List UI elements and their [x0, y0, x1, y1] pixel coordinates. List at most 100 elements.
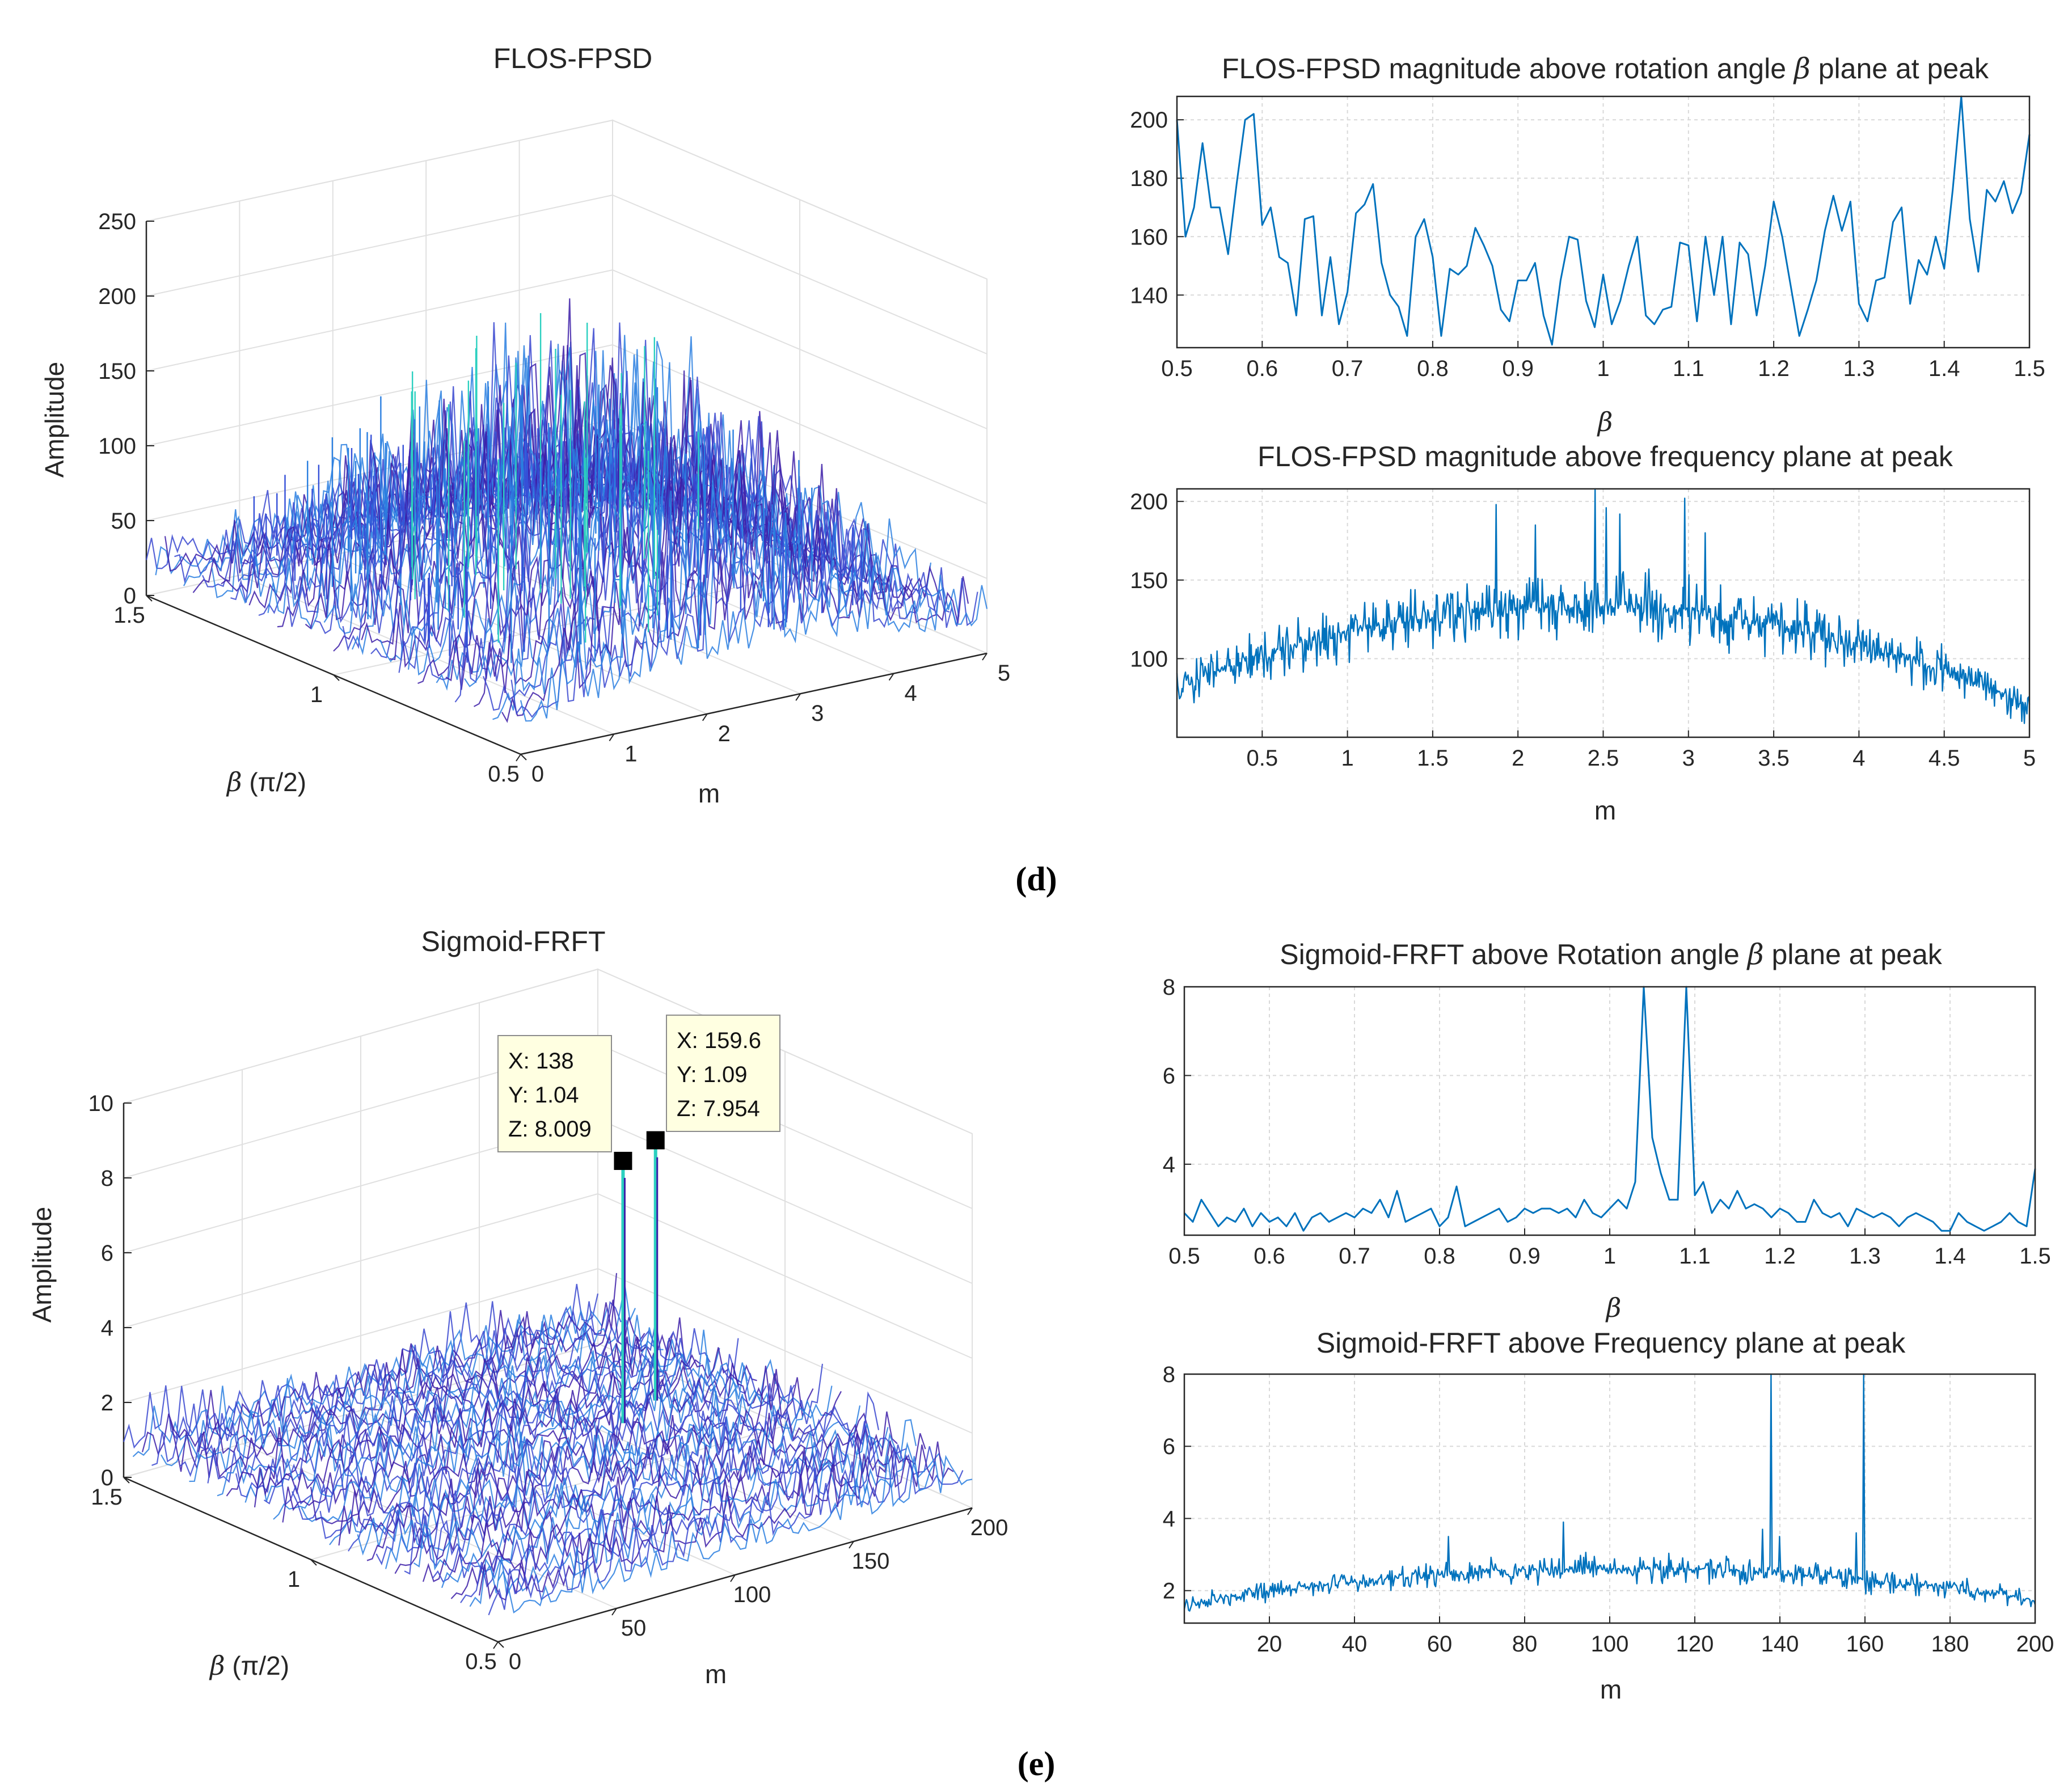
- surface-trace: [510, 512, 978, 718]
- x-tick-label: 140: [1761, 1632, 1799, 1657]
- y-tick-mark: [520, 754, 527, 761]
- chart-title: FLOS-FPSD: [493, 43, 653, 74]
- datatips: X: 138 Y: 1.04 Z: 8.009 X: 159.6 Y: 1.09 Z: 7…: [497, 1015, 780, 1170]
- x-tick-label: 1: [624, 741, 637, 766]
- x-axis-line: [520, 652, 988, 755]
- chart-title: Sigmoid-FRFT above Frequency plane at pe…: [1316, 1327, 1906, 1359]
- grid-line: [123, 969, 598, 1104]
- title-pre: Sigmoid-FRFT above Rotation angle: [1280, 939, 1748, 970]
- x-tick-label: 4: [904, 681, 917, 706]
- y-tick-label: 160: [1130, 225, 1168, 250]
- z-tick-label: 250: [98, 209, 136, 234]
- x-tick-label: 0.5: [1246, 746, 1278, 771]
- x-axis-label: β: [1605, 1292, 1622, 1323]
- x-tick-label: 1.2: [1758, 356, 1790, 381]
- surface-trace: [348, 1363, 824, 1552]
- y-tick-mark: [146, 595, 153, 602]
- y-tick-label: 0.5: [465, 1649, 497, 1674]
- x-tick-label: 3: [811, 701, 824, 726]
- x-tick-label: 0.8: [1417, 356, 1449, 381]
- y-axis-label: β (π/2): [209, 1650, 289, 1681]
- x-tick-label: 150: [852, 1549, 890, 1574]
- grid-line: [123, 1268, 598, 1403]
- grid-line: [597, 1268, 973, 1434]
- plot-area: 20 40 60 80 100 120 140 160 180 200 2 4 6 8: [1163, 1362, 2054, 1657]
- x-tick-label: 2: [1512, 746, 1524, 771]
- chart-title: FLOS-FPSD magnitude above rotation angle…: [1222, 52, 1989, 85]
- surface-trace: [454, 426, 922, 703]
- surface-trace: [394, 1412, 870, 1574]
- x-tick-label: 100: [733, 1582, 771, 1607]
- y-axis-label: β (π/2): [226, 767, 306, 797]
- surface-trace: [207, 1320, 682, 1484]
- x-tick-label: 120: [1676, 1632, 1714, 1657]
- z-tick-label: 6: [101, 1241, 113, 1266]
- surface-trace: [217, 1327, 693, 1497]
- surface-trace: [244, 1329, 720, 1503]
- datatip-box: [497, 1035, 612, 1152]
- series-line: [1183, 1373, 2036, 1612]
- series-line: [1176, 488, 2031, 724]
- grid-line: [597, 969, 973, 1134]
- plot-area: 0.5 1 1.5 2 2.5 3 3.5 4 4.5 5 100 150 200: [1130, 488, 2036, 771]
- x-tick-mark: [730, 1574, 736, 1582]
- z-tick-label: 4: [101, 1316, 113, 1341]
- y-tick-label: 2: [1163, 1579, 1175, 1604]
- sigmoid-frft-frequency-line-chart: Sigmoid-FRFT above Frequency plane at pe…: [1163, 1327, 2054, 1704]
- y-axis-unit: (π/2): [249, 767, 306, 797]
- surface-trace: [497, 1455, 973, 1614]
- series-line: [1176, 95, 2031, 346]
- plot-area: 0.5 0.6 0.7 0.8 0.9 1 1.1 1.2 1.3 1.4 1.5 4 6 8: [1163, 975, 2051, 1269]
- surface-trace: [478, 1440, 954, 1601]
- x-tick-mark: [967, 1507, 973, 1515]
- x-tick-mark: [849, 1541, 854, 1549]
- surface-trace: [170, 1299, 645, 1472]
- surface-trace: [132, 1305, 608, 1458]
- surface-trace: [441, 1419, 917, 1589]
- z-axis-label: Amplitude: [27, 1207, 57, 1323]
- z-tick-label: 0: [124, 584, 136, 609]
- surface-mesh: [123, 1140, 973, 1616]
- surface-trace: [282, 1364, 757, 1523]
- x-axis-label: m: [1594, 796, 1616, 825]
- grid-line: [146, 344, 613, 446]
- grid-line: [123, 1193, 598, 1328]
- y-tick-label: 100: [1130, 647, 1168, 671]
- x-tick-mark: [516, 754, 521, 762]
- y-tick-label: 4: [1163, 1152, 1175, 1177]
- y-tick-mark: [123, 1477, 130, 1484]
- grid-line: [146, 120, 613, 222]
- grid-line: [146, 269, 613, 371]
- y-tick-label: 6: [1163, 1063, 1175, 1088]
- grid-line: [612, 195, 988, 354]
- x-tick-label: 100: [1591, 1632, 1629, 1657]
- x-tick-label: 1.1: [1679, 1244, 1711, 1269]
- y-tick-label: 1.5: [113, 603, 145, 628]
- caption-e: (e): [1018, 1745, 1056, 1782]
- datatip-marker[interactable]: [646, 1131, 665, 1150]
- y-tick-label: 180: [1130, 166, 1168, 191]
- y-tick-label: 8: [1163, 1362, 1175, 1387]
- x-tick-label: 0.8: [1424, 1244, 1455, 1269]
- x-tick-label: 5: [2023, 746, 2036, 771]
- x-tick-label: 1.3: [1849, 1244, 1881, 1269]
- x-tick-label: 4: [1852, 746, 1865, 771]
- surface-trace: [385, 1399, 861, 1569]
- x-tick-label: 2: [718, 721, 731, 746]
- z-tick-label: 0: [101, 1465, 113, 1490]
- x-tick-label: 5: [998, 661, 1010, 686]
- x-tick-label: 50: [621, 1616, 647, 1641]
- x-tick-label: 1: [1603, 1244, 1616, 1269]
- x-axis-label: β: [1597, 407, 1613, 437]
- title-pre: FLOS-FPSD magnitude above rotation angle: [1222, 53, 1794, 85]
- title-symbol: β: [1793, 52, 1811, 85]
- title-post: plane at peak: [1811, 53, 1989, 85]
- x-tick-mark: [702, 713, 708, 721]
- grid-line: [612, 344, 988, 504]
- datatip-marker[interactable]: [614, 1151, 632, 1170]
- chart-title: FLOS-FPSD magnitude above frequency plan…: [1257, 441, 1953, 472]
- z-axis-label: Amplitude: [40, 362, 69, 478]
- x-tick-label: 0: [509, 1649, 521, 1674]
